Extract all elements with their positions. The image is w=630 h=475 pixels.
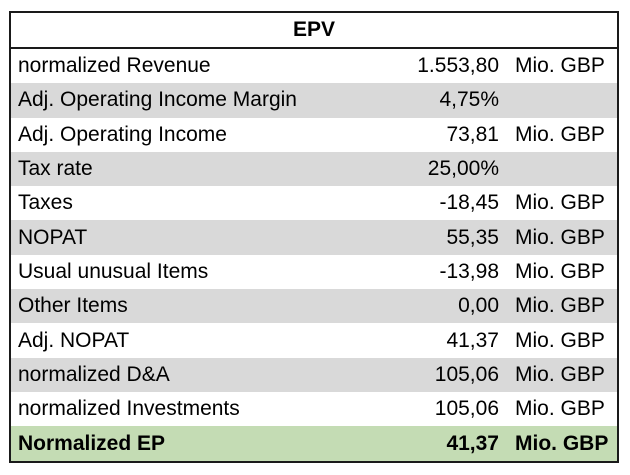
- row-value: -18,45: [439, 191, 499, 215]
- row-unit: Mio. GBP: [515, 328, 605, 352]
- row-value: 41,37: [446, 328, 499, 352]
- table-row: Taxes -18,45 Mio. GBP: [11, 186, 617, 220]
- epv-table: EPV normalized Revenue 1.553,80 Mio. GBP…: [9, 11, 619, 463]
- table-row: Usual unusual Items -13,98 Mio. GBP: [11, 255, 617, 289]
- table-row: NOPAT 55,35 Mio. GBP: [11, 220, 617, 255]
- row-label: Other Items: [18, 294, 128, 318]
- table-row: normalized D&A 105,06 Mio. GBP: [11, 357, 617, 392]
- row-label: Taxes: [18, 191, 73, 215]
- row-unit: Mio. GBP: [515, 259, 605, 283]
- row-unit: Mio. GBP: [515, 362, 605, 386]
- table-row: Adj. Operating Income Margin 4,75%: [11, 83, 617, 118]
- row-value: 105,06: [434, 397, 499, 421]
- table-row: normalized Revenue 1.553,80 Mio. GBP: [11, 49, 617, 83]
- row-label: NOPAT: [18, 225, 88, 249]
- table-row: normalized Investments 105,06 Mio. GBP: [11, 392, 617, 426]
- row-label: Adj. NOPAT: [18, 328, 130, 352]
- table-row: Other Items 0,00 Mio. GBP: [11, 289, 617, 324]
- row-value: 4,75%: [439, 88, 499, 112]
- table-row: Adj. NOPAT 41,37 Mio. GBP: [11, 323, 617, 357]
- row-label: Adj. Operating Income Margin: [18, 88, 297, 112]
- table-row: Adj. Operating Income 73,81 Mio. GBP: [11, 118, 617, 152]
- total-value: 41,37: [446, 431, 499, 455]
- row-unit: Mio. GBP: [515, 122, 605, 146]
- table-title: EPV: [11, 13, 617, 49]
- table-row: Tax rate 25,00%: [11, 151, 617, 187]
- row-label: normalized Revenue: [18, 54, 211, 78]
- row-label: normalized Investments: [18, 397, 240, 421]
- row-value: 105,06: [434, 362, 499, 386]
- row-label: Usual unusual Items: [18, 259, 209, 283]
- row-unit: Mio. GBP: [515, 225, 605, 249]
- row-label: Adj. Operating Income: [18, 122, 227, 146]
- row-unit: Mio. GBP: [515, 54, 605, 78]
- total-unit: Mio. GBP: [515, 431, 609, 455]
- row-unit: Mio. GBP: [515, 397, 605, 421]
- row-value: 73,81: [446, 122, 499, 146]
- row-value: 1.553,80: [417, 54, 499, 78]
- row-value: -13,98: [439, 259, 499, 283]
- row-value: 0,00: [458, 294, 499, 318]
- row-unit: Mio. GBP: [515, 294, 605, 318]
- row-value: 25,00%: [427, 157, 499, 181]
- row-label: normalized D&A: [18, 362, 170, 386]
- total-label: Normalized EP: [18, 431, 166, 455]
- total-row: Normalized EP 41,37 Mio. GBP: [11, 426, 617, 462]
- row-unit: Mio. GBP: [515, 191, 605, 215]
- row-label: Tax rate: [18, 157, 93, 181]
- row-value: 55,35: [446, 225, 499, 249]
